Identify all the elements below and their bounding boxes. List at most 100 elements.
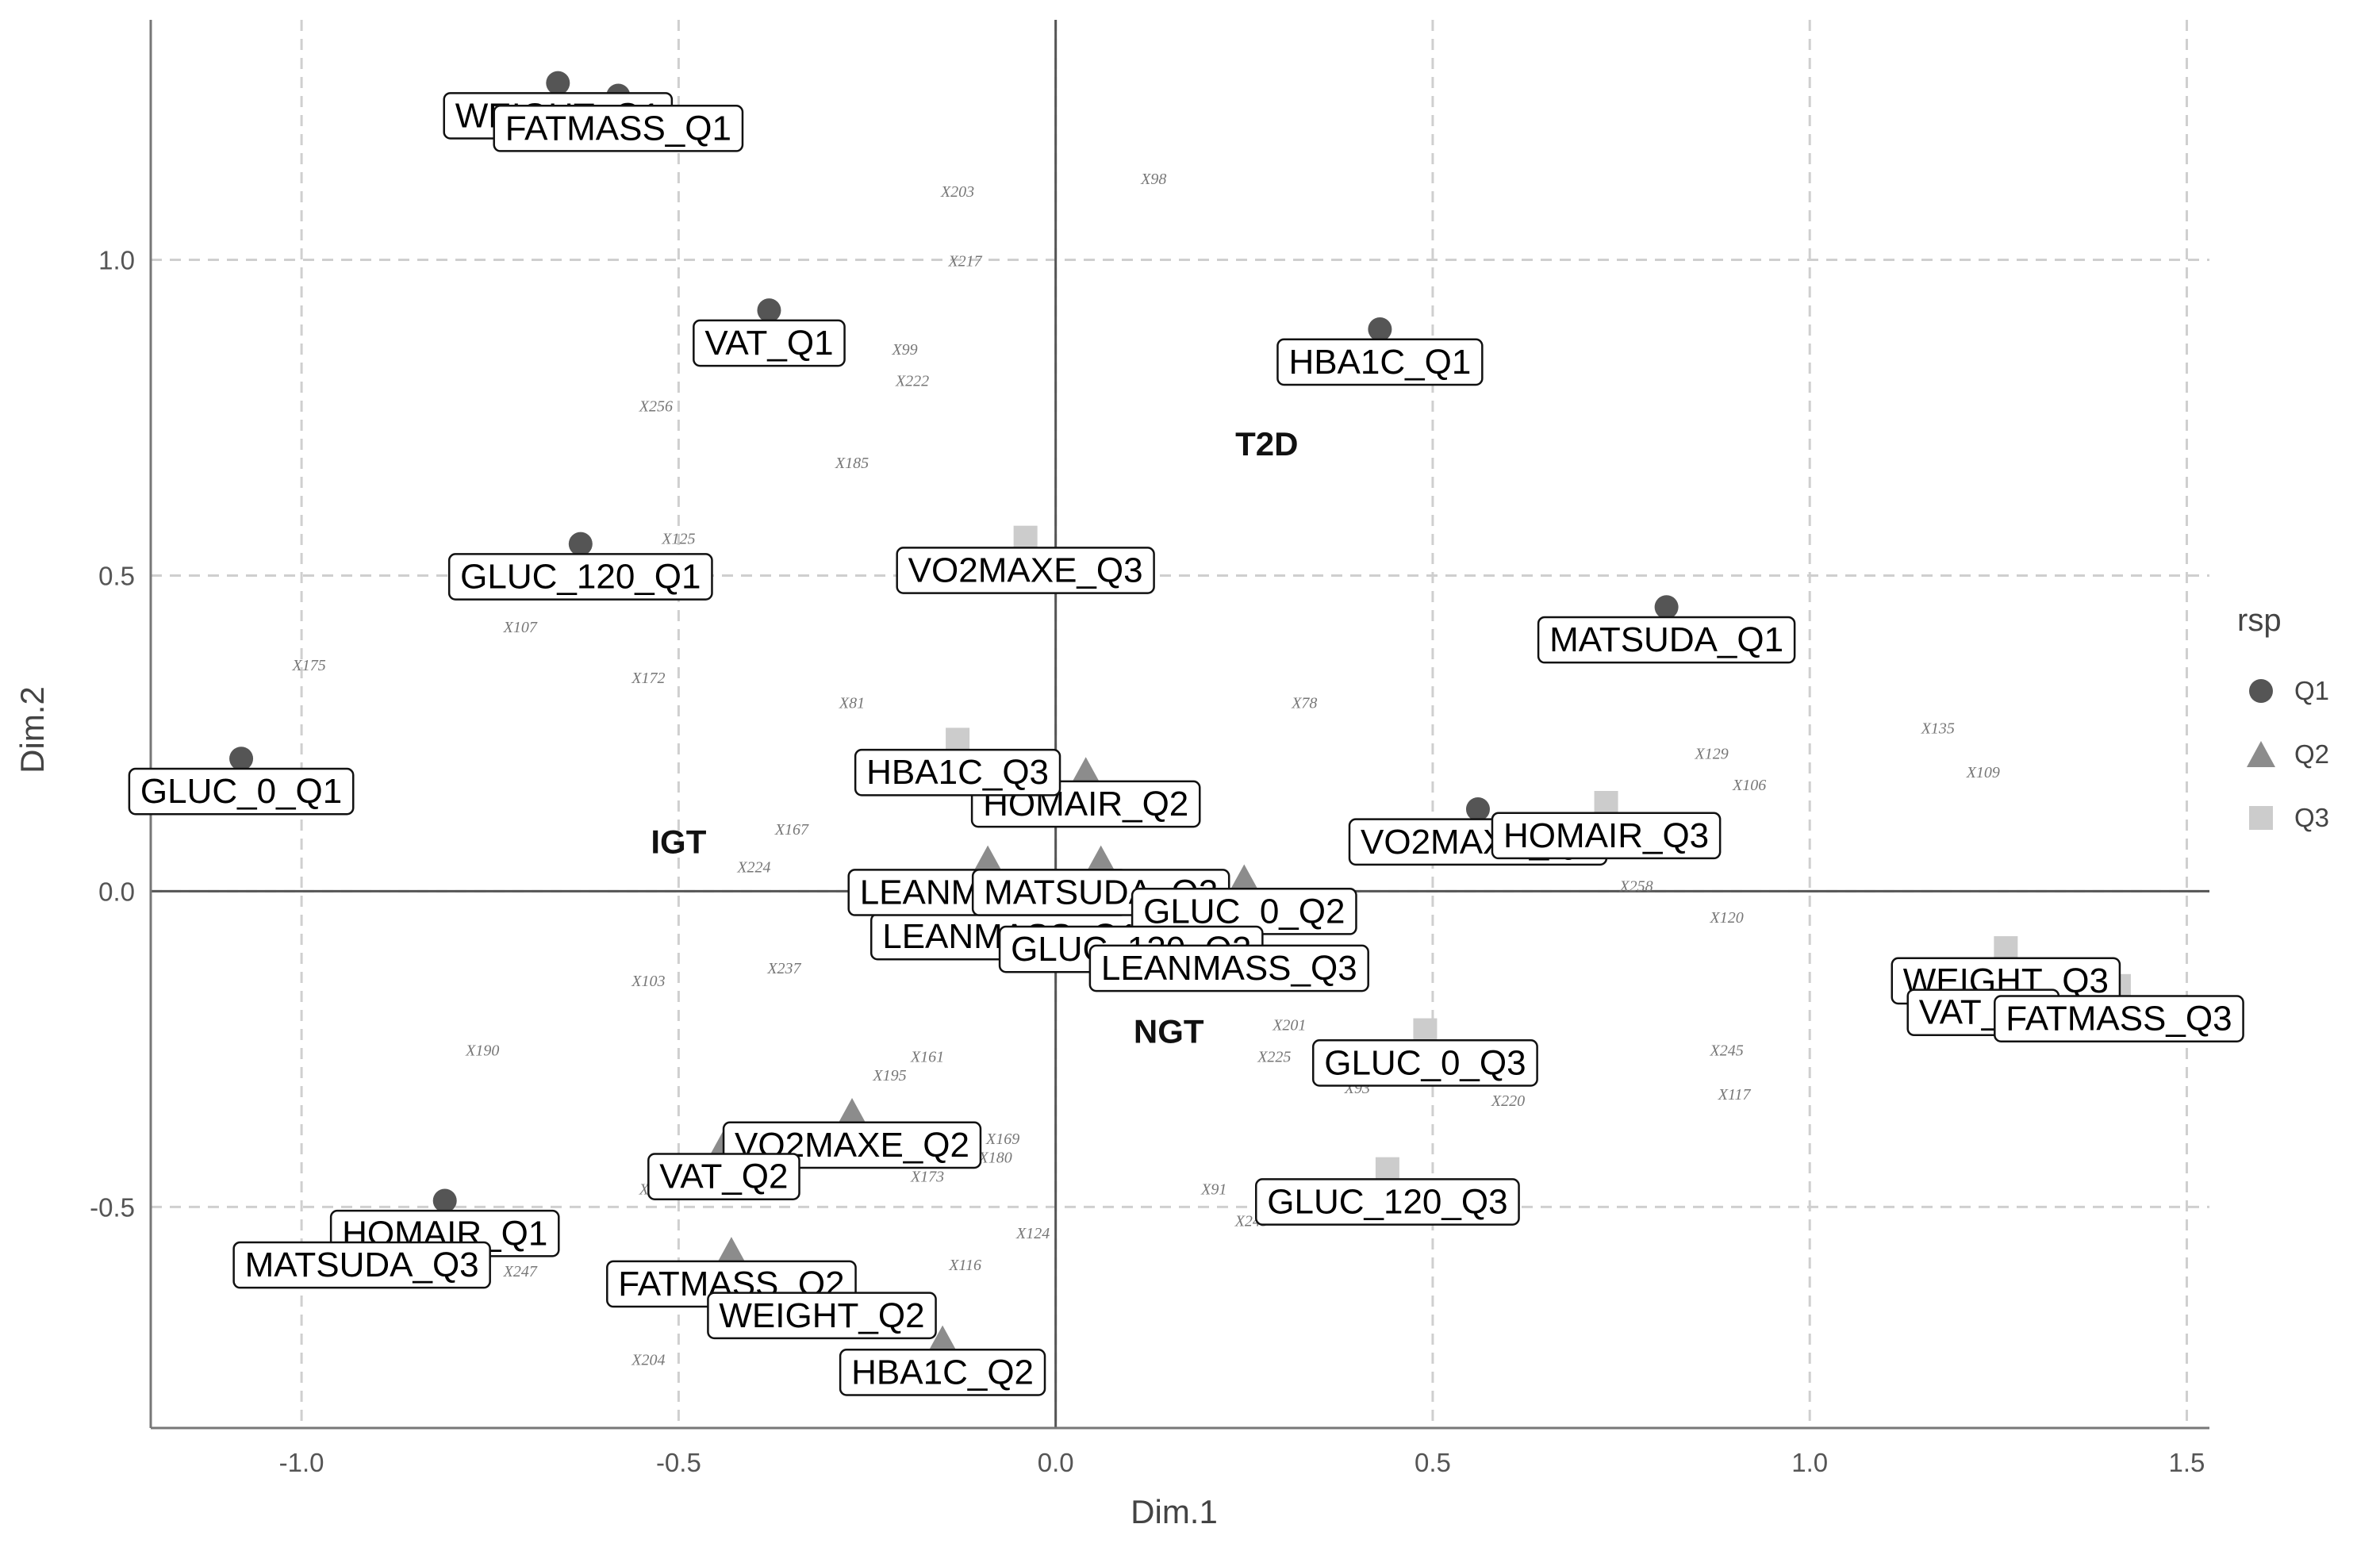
x-tick-label: 1.5: [2169, 1448, 2205, 1477]
point-label: VAT_Q1: [693, 319, 846, 367]
legend-item-q1: Q1: [2237, 659, 2329, 723]
individual-label: X120: [1710, 909, 1744, 927]
y-tick-label: 0.0: [98, 877, 135, 906]
point-label-box: [854, 748, 1061, 797]
x-tick-label: -1.0: [279, 1448, 324, 1477]
axes: [149, 20, 2209, 1430]
point-label-text: MATSUDA_Q1: [1549, 620, 1783, 659]
legend: rsp Q1 Q2 Q3: [2237, 603, 2329, 850]
point-label: GLUC_0_Q2: [1130, 887, 1357, 935]
data-point-q2: [717, 1237, 745, 1262]
individual-label: X224: [736, 859, 770, 877]
point-label-text: HBA1C_Q3: [866, 753, 1049, 792]
point-label: FATMASS_Q3: [1994, 995, 2244, 1042]
point-label-box: [693, 319, 846, 367]
point-label-box: [493, 104, 744, 152]
data-point-q3: [1375, 1157, 1399, 1181]
point-label: GLUC_0_Q3: [1311, 1039, 1538, 1087]
point-label-box: [1255, 1178, 1520, 1226]
individual-label: X201: [1272, 1017, 1306, 1035]
individual-label: X245: [1710, 1042, 1744, 1059]
y-tick-label: 0.5: [98, 561, 135, 590]
x-tick-label: 0.0: [1038, 1448, 1074, 1477]
individual-label: X103: [631, 973, 665, 990]
point-label-box: [1994, 995, 2244, 1042]
individual-label: X116: [948, 1257, 981, 1274]
point-label-text: FATMASS_Q3: [2006, 1000, 2232, 1038]
point-label-text: GLUC_0_Q2: [1143, 892, 1345, 931]
triangle-icon: [2247, 741, 2275, 767]
individual-label: X161: [910, 1048, 944, 1065]
legend-title: rsp: [2237, 603, 2282, 638]
individual-label: X91: [1200, 1180, 1226, 1198]
individual-label: X117: [1718, 1086, 1752, 1104]
data-point-q3: [1413, 1018, 1438, 1042]
legend-item-q2: Q2: [2237, 723, 2329, 786]
individual-label: X81: [839, 695, 865, 712]
individual-label: X256: [639, 397, 673, 415]
group-label: T2D: [1235, 425, 1298, 463]
legend-label-q2: Q2: [2294, 739, 2330, 769]
data-point-q2: [1087, 845, 1115, 870]
point-labels: WEIGHT_Q1FATMASS_Q1VAT_Q1HBA1C_Q1GLUC_12…: [128, 92, 2244, 1396]
x-tick-label: -0.5: [656, 1448, 701, 1477]
point-label-text: GLUC_0_Q3: [1324, 1043, 1526, 1082]
data-point-q2: [974, 845, 1002, 870]
point-label-box: [1537, 616, 1796, 664]
point-label: HBA1C_Q1: [1276, 338, 1484, 386]
point-label-text: VAT_Q2: [659, 1157, 788, 1196]
data-point-q2: [839, 1098, 866, 1123]
data-point-q3: [946, 727, 970, 752]
point-label-box: [896, 547, 1155, 594]
individual-label: X190: [465, 1042, 499, 1059]
data-point-q1: [229, 747, 254, 771]
point-label: HBA1C_Q2: [839, 1349, 1046, 1396]
point-label: LEANMASS_Q3: [1088, 944, 1369, 992]
individual-label: X124: [1015, 1225, 1050, 1242]
point-label: WEIGHT_Q2: [707, 1292, 937, 1340]
data-points: [229, 71, 2131, 1350]
point-label-text: HBA1C_Q2: [851, 1353, 1034, 1392]
data-point-q3: [1994, 936, 2018, 961]
point-label: HBA1C_Q3: [854, 748, 1061, 797]
point-label: GLUC_0_Q1: [128, 767, 355, 816]
group-label: NGT: [1134, 1012, 1204, 1050]
individual-label: X247: [503, 1263, 538, 1280]
point-label: VAT_Q2: [647, 1153, 800, 1200]
y-tick-label: -0.5: [90, 1192, 135, 1222]
individual-label: X99: [891, 341, 917, 359]
point-label-box: [447, 553, 713, 601]
individual-label: X180: [978, 1150, 1012, 1167]
data-point-q1: [1465, 797, 1490, 821]
point-label: GLUC_120_Q1: [447, 553, 713, 601]
point-label-box: [232, 1241, 491, 1289]
circle-icon: [2249, 679, 2273, 703]
square-icon: [2249, 806, 2273, 830]
data-point-q3: [1594, 790, 1618, 815]
x-tick-label: 1.0: [1791, 1448, 1828, 1477]
individual-label: X125: [661, 531, 695, 548]
point-label-box: [128, 767, 355, 816]
individual-label: X258: [1618, 877, 1653, 895]
individual-label: X222: [895, 373, 929, 390]
data-point-q3: [1013, 525, 1038, 550]
individual-label: X203: [940, 183, 974, 201]
point-label-text: LEANMASS_Q3: [1101, 949, 1357, 988]
individual-label: X175: [292, 657, 326, 674]
point-label: FATMASS_Q1: [493, 104, 744, 152]
point-label-text: GLUC_0_Q1: [140, 772, 342, 811]
data-point-q1: [757, 298, 781, 323]
individual-label: X237: [766, 960, 801, 977]
individual-label: X173: [910, 1169, 944, 1186]
point-label-box: [839, 1349, 1046, 1396]
point-label-text: MATSUDA_Q3: [245, 1246, 479, 1284]
x-axis-title: Dim.1: [1130, 1493, 1218, 1530]
point-label-box: [1311, 1039, 1538, 1087]
individual-label: X195: [872, 1067, 906, 1084]
group-label: IGT: [651, 823, 706, 861]
point-label-box: [1276, 338, 1484, 386]
individual-label: X167: [774, 821, 809, 839]
individual-label: X109: [1966, 764, 2000, 781]
point-label-box: [1088, 944, 1369, 992]
